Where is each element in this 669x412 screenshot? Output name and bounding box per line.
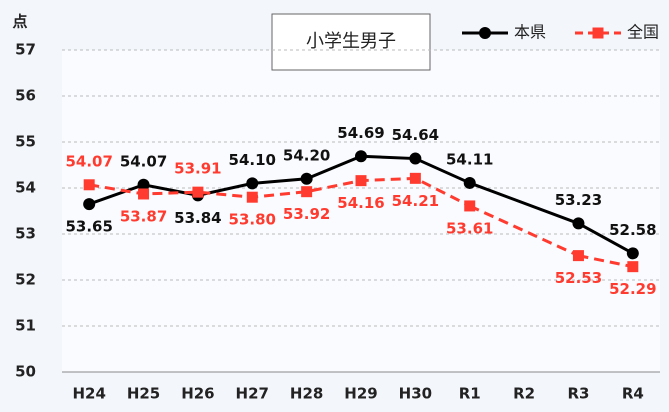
point [409,152,422,165]
point [572,250,584,262]
x-tick-label: R2 [513,385,535,403]
legend-label: 全国 [627,23,659,42]
gap-connector [469,181,579,225]
x-tick-label: H26 [181,385,214,403]
data-label: 52.53 [555,269,602,287]
point [464,200,476,212]
point [192,186,204,198]
point [301,186,313,198]
x-tick-label: R4 [622,385,644,403]
chart-title: 小学生男子 [306,31,396,52]
y-tick-label: 52 [15,271,36,289]
point [137,178,150,191]
point [246,177,259,190]
plot-area [62,50,660,372]
data-label: 54.16 [337,194,384,212]
y-tick-label: 53 [15,225,36,243]
series-line [88,176,471,208]
series-line [88,154,471,206]
x-tick-label: R1 [459,385,481,403]
data-label: 53.84 [174,209,221,227]
point [626,247,639,260]
y-tick-label: 56 [15,87,36,105]
data-label: 53.23 [555,191,602,209]
data-label: 54.07 [65,152,112,170]
y-tick-label: 51 [15,317,36,335]
legend-marker [479,27,491,39]
data-label: 53.65 [65,218,112,236]
point [83,179,95,191]
x-tick-label: R3 [567,385,589,403]
point [355,150,367,163]
data-label: 54.64 [392,126,439,144]
data-label: 54.20 [283,146,330,164]
data-label: 54.07 [120,152,167,170]
point [409,172,421,184]
data-label: 53.80 [229,211,276,229]
data-label: 54.10 [229,151,276,169]
point [627,261,639,273]
title-box [271,13,431,71]
y-tick-label: 55 [15,133,36,151]
y-tick-label: 50 [15,363,36,381]
legend-label: 本県 [514,23,546,42]
x-tick-label: H27 [236,385,269,403]
point [463,176,476,189]
x-tick-label: H24 [72,385,105,403]
series-line [578,254,634,269]
data-label: 53.91 [174,160,221,178]
point [246,191,258,203]
data-label: 52.58 [609,221,656,239]
x-tick-label: H28 [290,385,323,403]
point [300,172,313,185]
point [83,198,96,211]
series-line [577,222,634,255]
x-tick-label: H25 [127,385,160,403]
point [138,188,150,200]
point [355,175,367,187]
y-tick-label: 54 [15,179,36,197]
y-axis-label: 点 [12,13,27,31]
data-label: 53.61 [446,219,493,237]
gap-connector [469,204,580,257]
data-label: 54.69 [337,124,384,142]
data-label: 54.11 [446,150,493,168]
data-label: 53.92 [283,205,330,223]
y-tick-label: 57 [15,41,36,59]
legend-marker [592,27,604,39]
data-label: 54.21 [392,192,439,210]
x-tick-label: H30 [399,385,432,403]
data-label: 52.29 [609,280,656,298]
x-tick-label: H29 [344,385,377,403]
point [572,217,585,230]
data-label: 53.87 [120,207,167,225]
